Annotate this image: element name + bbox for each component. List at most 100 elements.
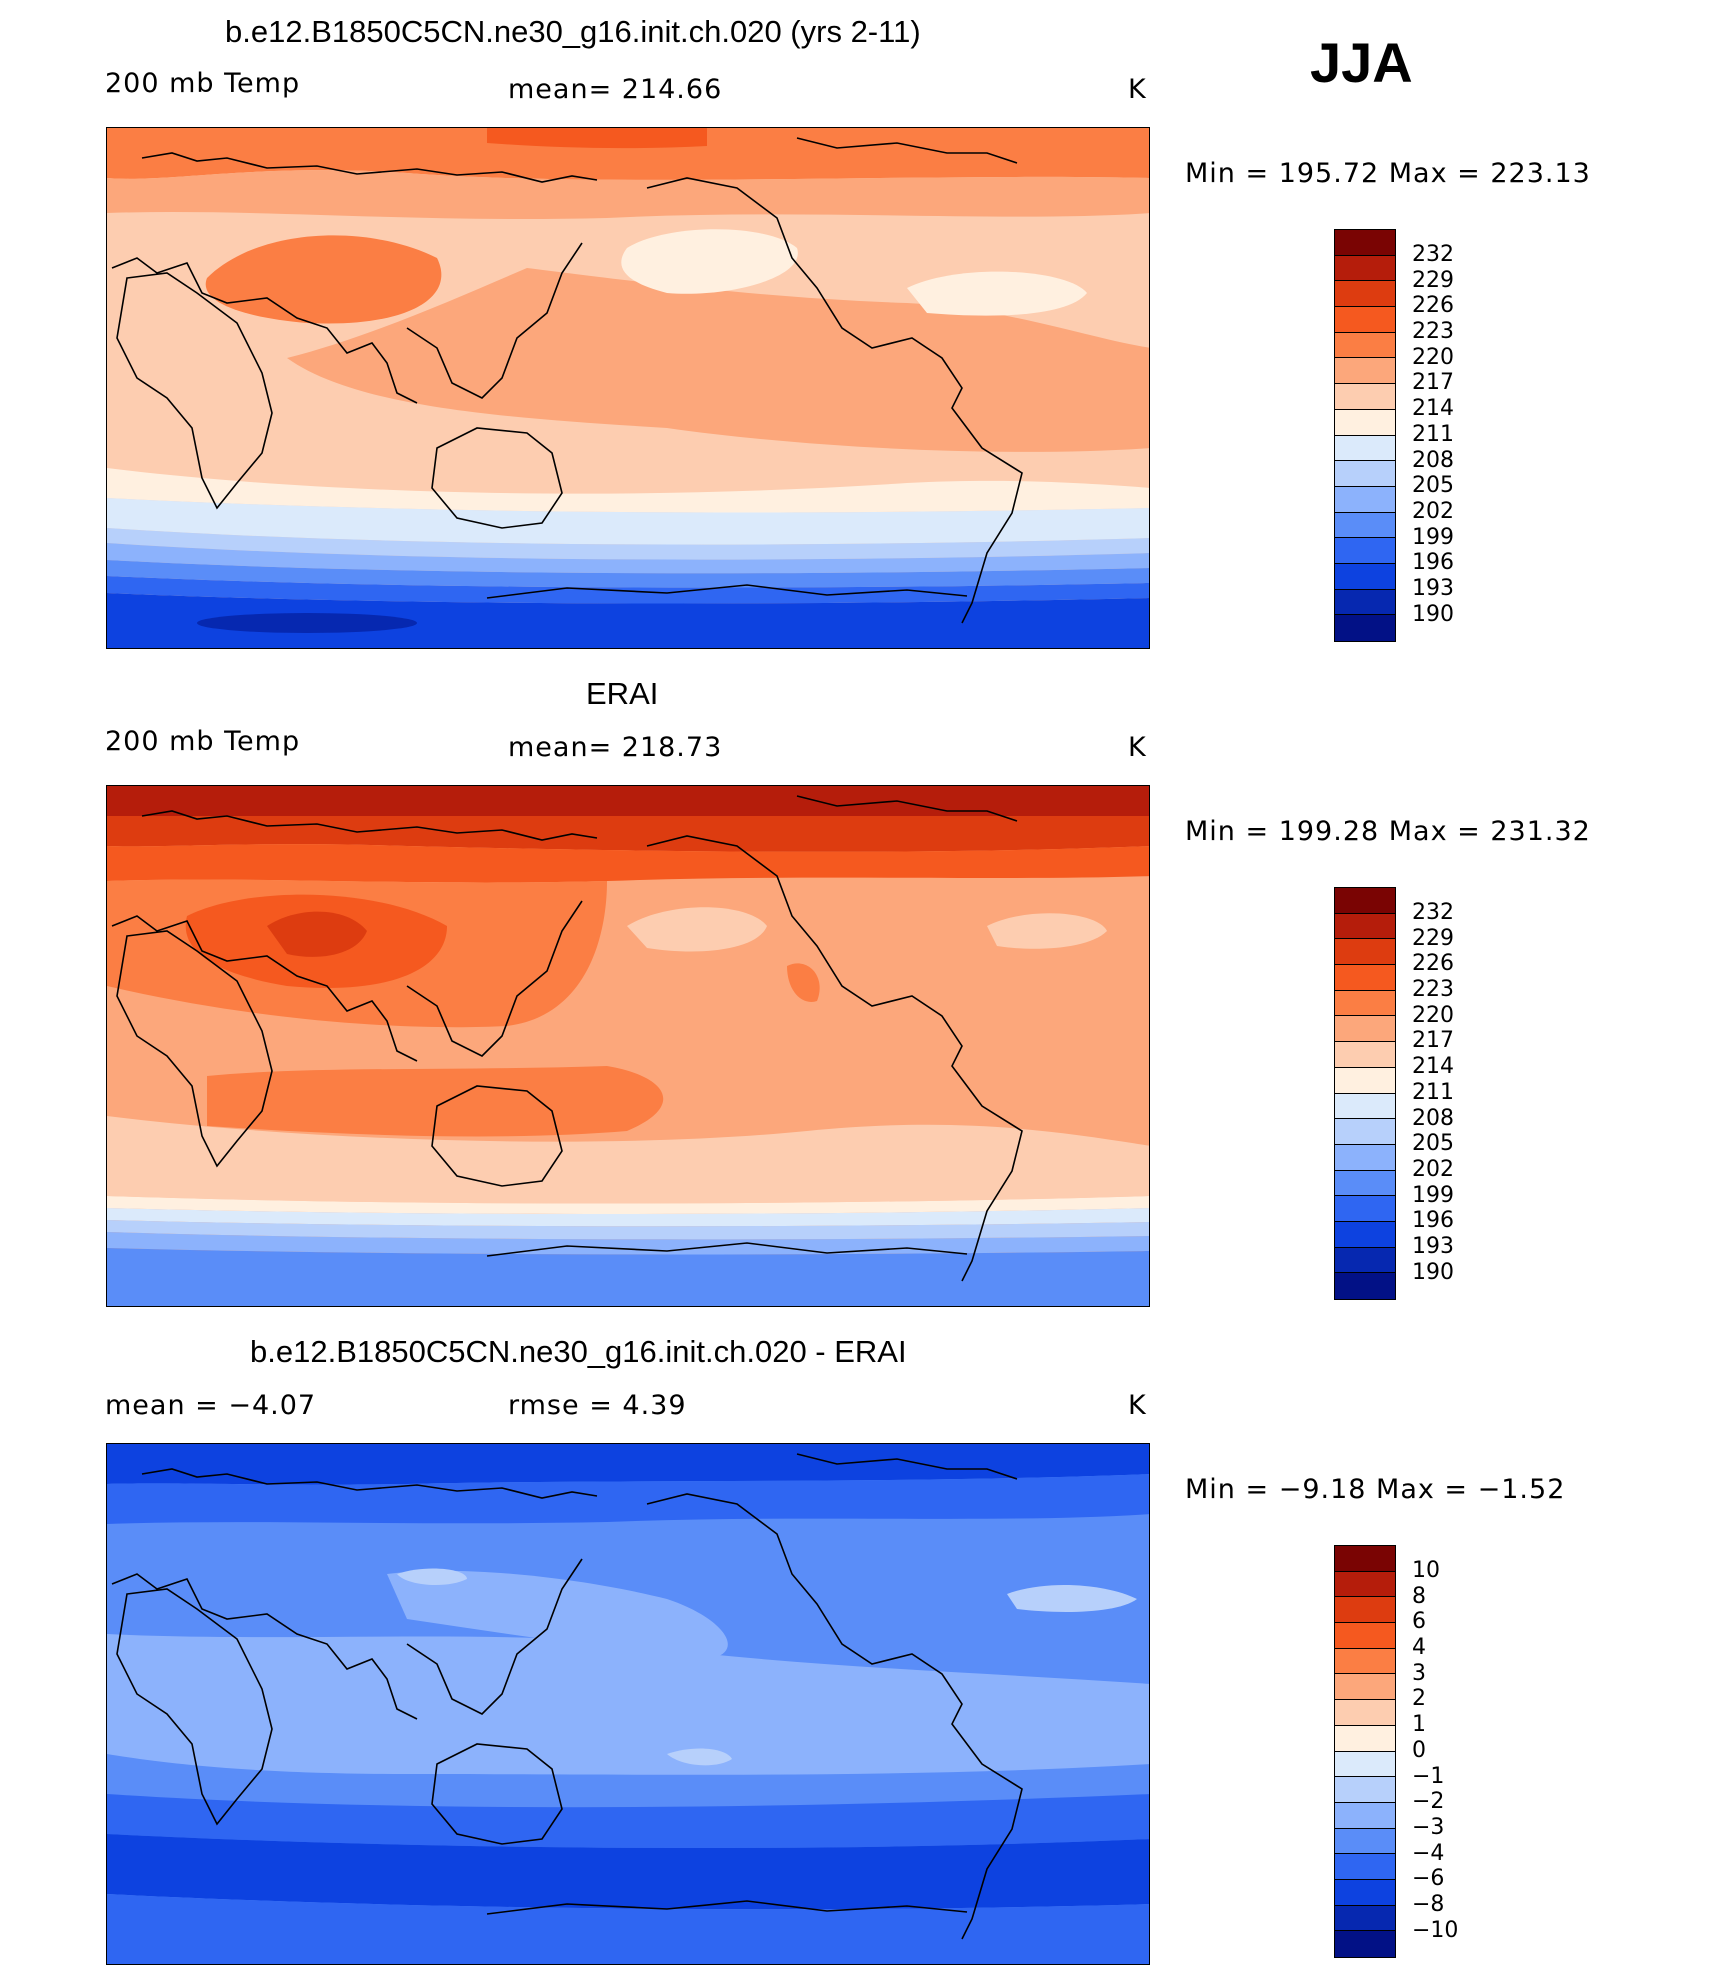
- colorbar-swatch: [1335, 1571, 1395, 1598]
- panel-2-mean-label: mean= 218.73: [508, 732, 723, 763]
- colorbar-tick: 1: [1412, 1712, 1426, 1738]
- colorbar-swatch: [1335, 615, 1395, 641]
- colorbar-swatch: [1335, 1725, 1395, 1752]
- colorbar-tick: 217: [1412, 1028, 1454, 1054]
- panel-1-units: K: [1128, 74, 1147, 105]
- colorbar-tick: 0: [1412, 1737, 1426, 1763]
- colorbar-tick: 196: [1412, 1208, 1454, 1234]
- colorbar-tick: 205: [1412, 1131, 1454, 1157]
- colorbar-swatch: [1335, 1247, 1395, 1274]
- colorbar-swatch: [1335, 1170, 1395, 1197]
- colorbar-tick: 193: [1412, 1233, 1454, 1259]
- colorbar-tick: 193: [1412, 575, 1454, 601]
- colorbar-swatch: [1335, 589, 1395, 616]
- colorbar-swatch: [1335, 332, 1395, 359]
- colorbar-swatch: [1335, 281, 1395, 308]
- panel-1-colorbar-ticks: 232 229 226 223 220 217 214 211 208 205 …: [1412, 242, 1454, 627]
- colorbar-swatch: [1335, 1828, 1395, 1855]
- panel-3-minmax: Min = −9.18 Max = −1.52: [1185, 1474, 1566, 1505]
- colorbar-swatch: [1335, 512, 1395, 539]
- colorbar-tick: 8: [1412, 1583, 1426, 1609]
- panel-3-colorbar-ticks: 10 8 6 4 3 2 1 0 −1 −2 −3 −4 −6 −8 −10: [1412, 1558, 1458, 1943]
- colorbar-tick: −6: [1412, 1866, 1445, 1892]
- panel-3-units: K: [1128, 1390, 1147, 1421]
- colorbar-swatch: [1335, 1196, 1395, 1222]
- colorbar-swatch: [1335, 1700, 1395, 1726]
- colorbar-swatch: [1335, 1119, 1395, 1145]
- colorbar-tick: 229: [1412, 267, 1454, 293]
- panel-1-mean-label: mean= 214.66: [508, 74, 723, 105]
- colorbar-swatch: [1335, 1093, 1395, 1120]
- panel-1-variable-label: 200 mb Temp: [105, 68, 301, 99]
- colorbar-tick: 190: [1412, 601, 1454, 627]
- panel-2-variable-label: 200 mb Temp: [105, 726, 301, 757]
- colorbar-tick: 229: [1412, 925, 1454, 951]
- season-label: JJA: [1310, 31, 1413, 94]
- colorbar-swatch: [1335, 1273, 1395, 1299]
- colorbar-tick: 205: [1412, 473, 1454, 499]
- colorbar-tick: 208: [1412, 1105, 1454, 1131]
- colorbar-tick: 214: [1412, 396, 1454, 422]
- colorbar-swatch: [1335, 1042, 1395, 1068]
- colorbar-tick: −8: [1412, 1891, 1445, 1917]
- colorbar-swatch: [1335, 1931, 1395, 1957]
- colorbar-swatch: [1335, 435, 1395, 462]
- panel-2-minmax: Min = 199.28 Max = 231.32: [1185, 816, 1591, 847]
- colorbar-swatch: [1335, 486, 1395, 513]
- colorbar-tick: 199: [1412, 1182, 1454, 1208]
- colorbar-tick: 223: [1412, 977, 1454, 1003]
- colorbar-swatch: [1335, 990, 1395, 1017]
- colorbar-tick: 223: [1412, 319, 1454, 345]
- colorbar-tick: −10: [1412, 1917, 1459, 1943]
- colorbar-swatch: [1335, 384, 1395, 410]
- colorbar-tick: 6: [1412, 1609, 1426, 1635]
- colorbar-tick: 220: [1412, 344, 1454, 370]
- colorbar-tick: −1: [1412, 1763, 1445, 1789]
- panel-1-minmax: Min = 195.72 Max = 223.13: [1185, 158, 1591, 189]
- colorbar-swatch: [1335, 965, 1395, 991]
- colorbar-tick: 196: [1412, 550, 1454, 576]
- colorbar-tick: 232: [1412, 242, 1454, 267]
- colorbar-swatch: [1335, 1016, 1395, 1043]
- colorbar-swatch: [1335, 1623, 1395, 1649]
- colorbar-swatch: [1335, 1674, 1395, 1701]
- colorbar-tick: 3: [1412, 1660, 1426, 1686]
- colorbar-swatch: [1335, 913, 1395, 940]
- colorbar-swatch: [1335, 1067, 1395, 1094]
- panel-3-colorbar: [1334, 1545, 1396, 1958]
- colorbar-tick: 226: [1412, 951, 1454, 977]
- colorbar-swatch: [1335, 1144, 1395, 1171]
- colorbar-tick: 217: [1412, 370, 1454, 396]
- panel-3-rmse-label: rmse = 4.39: [508, 1390, 687, 1421]
- colorbar-tick: 226: [1412, 293, 1454, 319]
- colorbar-tick: 2: [1412, 1686, 1426, 1712]
- colorbar-tick: −3: [1412, 1814, 1445, 1840]
- colorbar-tick: 202: [1412, 498, 1454, 524]
- colorbar-swatch: [1335, 1546, 1395, 1572]
- panel-1-title: b.e12.B1850C5CN.ne30_g16.init.ch.020 (yr…: [225, 14, 921, 49]
- colorbar-tick: −4: [1412, 1840, 1445, 1866]
- colorbar-swatch: [1335, 1648, 1395, 1675]
- panel-3-mean-label: mean = −4.07: [105, 1390, 317, 1421]
- colorbar-swatch: [1335, 1802, 1395, 1829]
- colorbar-tick: 232: [1412, 900, 1454, 925]
- colorbar-swatch: [1335, 1854, 1395, 1880]
- colorbar-swatch: [1335, 538, 1395, 564]
- colorbar-tick: 211: [1412, 421, 1454, 447]
- colorbar-swatch: [1335, 563, 1395, 590]
- colorbar-tick: 199: [1412, 524, 1454, 550]
- colorbar-swatch: [1335, 1221, 1395, 1248]
- colorbar-tick: 214: [1412, 1054, 1454, 1080]
- colorbar-swatch: [1335, 1751, 1395, 1778]
- panel-2-title: ERAI: [586, 676, 659, 711]
- colorbar-swatch: [1335, 358, 1395, 385]
- panel-2-colorbar: [1334, 887, 1396, 1300]
- colorbar-tick: 190: [1412, 1259, 1454, 1285]
- colorbar-tick: −2: [1412, 1789, 1445, 1815]
- colorbar-swatch: [1335, 461, 1395, 487]
- colorbar-tick: 220: [1412, 1002, 1454, 1028]
- colorbar-tick: 202: [1412, 1156, 1454, 1182]
- colorbar-swatch: [1335, 255, 1395, 282]
- colorbar-swatch: [1335, 888, 1395, 914]
- panel-2-map: [106, 785, 1150, 1307]
